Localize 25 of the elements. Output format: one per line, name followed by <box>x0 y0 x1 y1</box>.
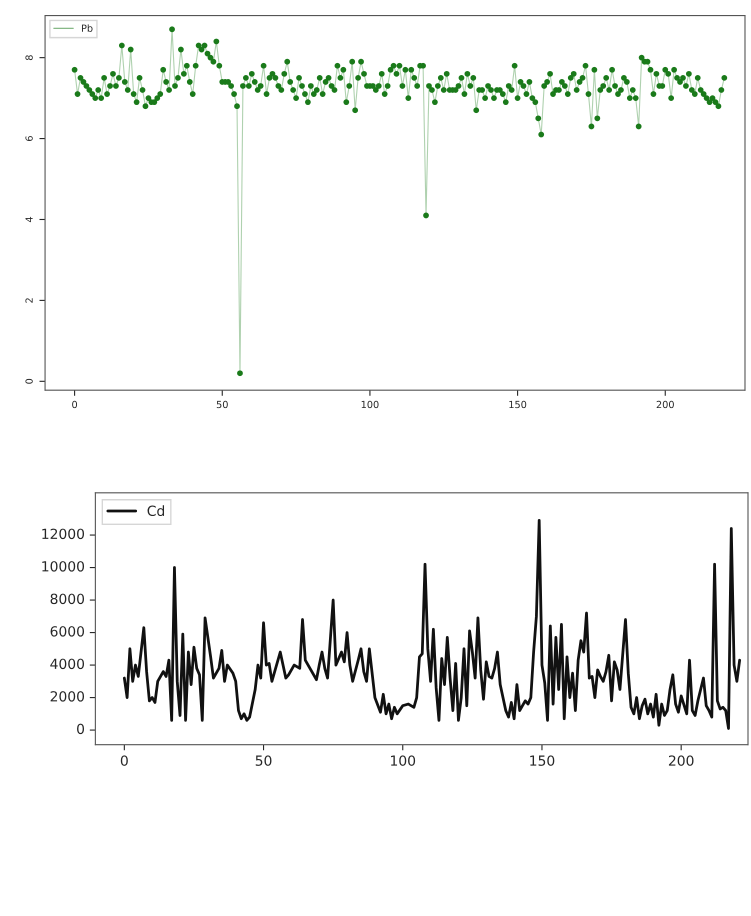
y-tick-label: 0 <box>77 724 84 734</box>
x-tick-label: 0 <box>120 755 128 766</box>
x-tick-label: 200 <box>668 755 694 766</box>
y-tick-label: 10000 <box>42 561 84 572</box>
y-tick-label: 4 <box>26 216 33 222</box>
y-tick-label: 8000 <box>50 594 84 604</box>
legend-label: Pb <box>82 24 93 32</box>
line-series <box>122 519 742 730</box>
y-tick-label: 2 <box>25 298 33 303</box>
legend-label: Cd <box>148 505 164 516</box>
x-tick-label: 100 <box>391 755 416 766</box>
x-tick-label: 150 <box>509 400 526 408</box>
x-tick-label: 0 <box>72 400 78 408</box>
y-tick-label: 8 <box>25 55 33 60</box>
y-tick-label: 2000 <box>50 691 84 702</box>
y-tick-label: 4000 <box>50 658 84 670</box>
y-tick-label: 6 <box>25 136 33 141</box>
y-tick-label: 12000 <box>42 528 84 540</box>
y-tick-label: 0 <box>25 378 33 384</box>
x-tick-label: 100 <box>362 400 379 408</box>
x-tick-label: 50 <box>216 400 228 408</box>
x-tick-label: 150 <box>530 755 554 766</box>
x-tick-label: 50 <box>256 755 272 766</box>
y-tick-label: 6000 <box>50 626 84 637</box>
x-tick-label: 200 <box>656 400 674 408</box>
